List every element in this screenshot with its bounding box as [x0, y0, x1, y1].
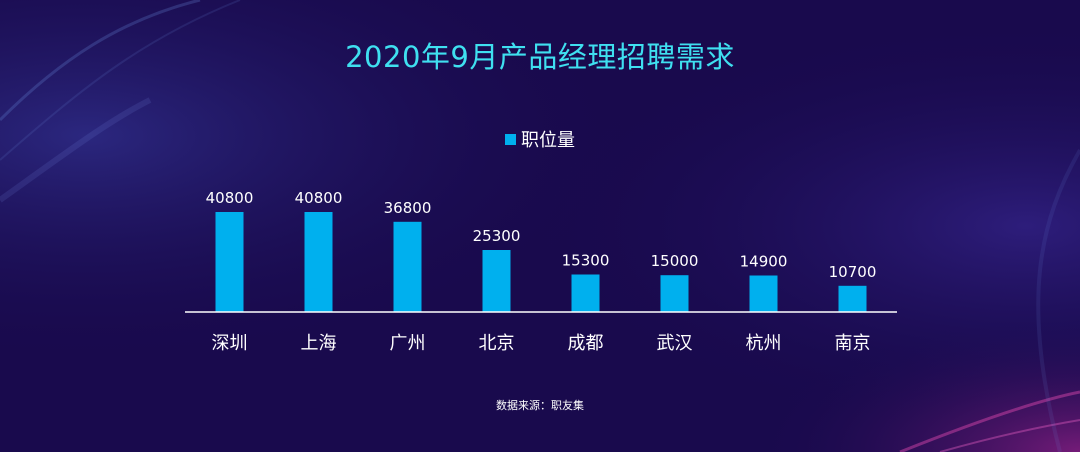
bar-3 — [393, 221, 422, 312]
data-label-8: 10700 — [829, 263, 877, 281]
data-label-4: 25300 — [473, 227, 521, 245]
data-label-3: 36800 — [384, 199, 432, 217]
x-tick-label-5: 成都 — [568, 333, 604, 354]
x-tick-label-4: 北京 — [479, 333, 515, 354]
x-tick-label-6: 武汉 — [657, 333, 693, 354]
bar-1 — [215, 212, 244, 312]
x-tick-label-2: 上海 — [301, 333, 337, 354]
chart-legend: 职位量 — [0, 126, 1080, 152]
data-label-2: 40800 — [295, 189, 343, 207]
x-tick-label-8: 南京 — [835, 333, 871, 354]
legend-label: 职位量 — [521, 130, 575, 151]
legend-swatch — [505, 133, 516, 145]
data-label-7: 14900 — [740, 253, 788, 271]
data-source-note: 数据来源：职友集 — [496, 399, 584, 412]
bar-7 — [749, 275, 778, 312]
chart-title: 2020年9月产品经理招聘需求 — [345, 40, 735, 74]
bar-8 — [838, 285, 867, 312]
x-tick-label-1: 深圳 — [212, 333, 248, 354]
data-label-6: 15000 — [651, 252, 699, 270]
bar-4 — [482, 250, 511, 312]
x-tick-label-7: 杭州 — [746, 333, 782, 354]
data-label-1: 40800 — [206, 189, 254, 207]
bar-2 — [304, 212, 333, 312]
x-tick-label-3: 广州 — [390, 333, 426, 354]
bar-5 — [571, 274, 600, 312]
bar-6 — [660, 275, 689, 312]
data-label-5: 15300 — [562, 252, 610, 270]
